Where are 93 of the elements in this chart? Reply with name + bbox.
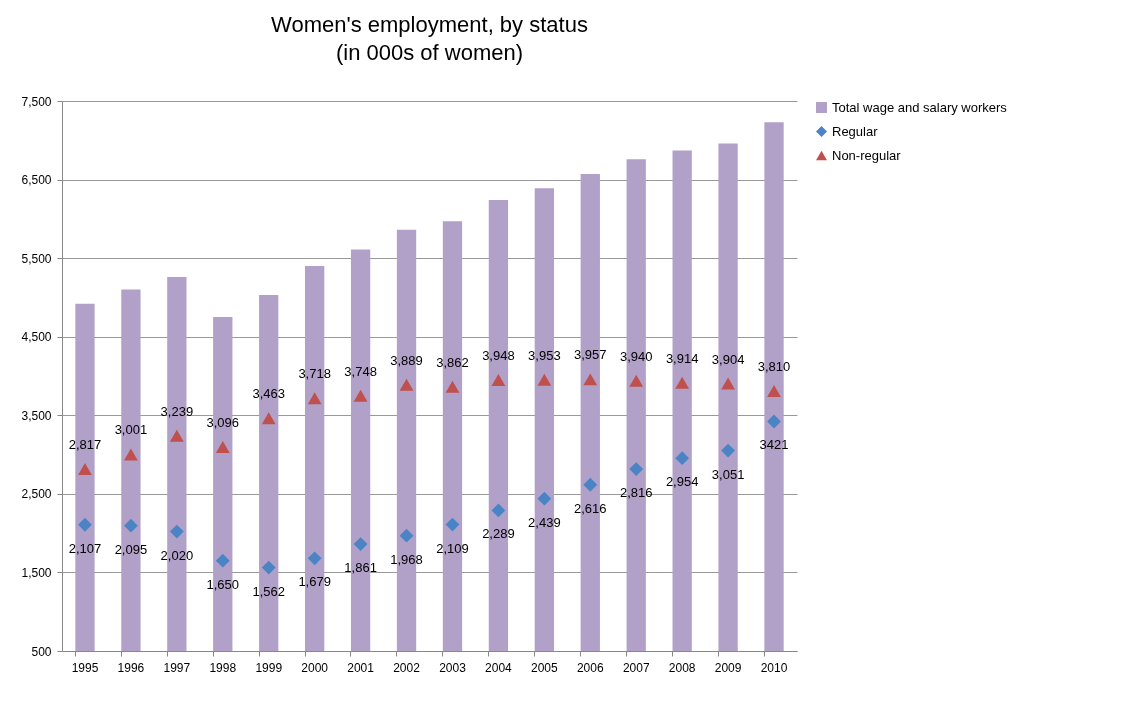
chart-subtitle: (in 000s of women) <box>335 40 524 65</box>
point <box>353 537 368 551</box>
data-label: 2,954 <box>665 474 699 490</box>
point <box>767 414 781 429</box>
point <box>78 462 92 475</box>
y-tick-label: 1,500 <box>21 565 52 580</box>
point <box>767 384 781 397</box>
data-label: 3,940 <box>619 348 653 364</box>
data-label: 3,810 <box>757 358 791 374</box>
y-tick-label: 6,500 <box>21 173 52 188</box>
point <box>491 503 506 518</box>
chart-title: Women's employment, by status <box>271 12 588 37</box>
data-label: 1,562 <box>252 583 285 599</box>
data-label: 3,889 <box>390 352 423 368</box>
data-label: 3,948 <box>482 348 515 364</box>
point <box>78 517 92 532</box>
point <box>124 518 138 533</box>
point <box>491 374 506 387</box>
point <box>675 451 690 466</box>
point <box>629 374 644 387</box>
x-tick-label: 2009 <box>714 660 742 675</box>
x-tick-label: 1999 <box>255 660 283 675</box>
point <box>307 551 322 566</box>
point <box>675 376 690 389</box>
point <box>124 448 138 461</box>
legend-label: Non-regular <box>832 147 902 163</box>
y-tick-label: 500 <box>31 644 52 659</box>
point <box>353 389 368 402</box>
data-label: 2,289 <box>482 526 515 542</box>
point <box>215 441 230 453</box>
point <box>399 528 414 543</box>
data-label: 3,953 <box>528 347 561 363</box>
point <box>537 373 552 386</box>
y-tick-label: 2,500 <box>21 487 52 502</box>
y-tick-label: 5,500 <box>21 251 52 266</box>
data-label: 3,957 <box>574 347 607 363</box>
point <box>537 491 552 506</box>
data-label: 2,616 <box>574 500 607 516</box>
x-tick-label: 1997 <box>163 660 191 675</box>
x-tick-label: 2002 <box>393 660 421 675</box>
x-tick-label: 2001 <box>347 660 375 675</box>
point <box>399 378 414 391</box>
point <box>215 553 230 568</box>
data-label: 3,914 <box>665 350 699 366</box>
data-label: 3,051 <box>711 466 745 482</box>
point <box>583 373 598 386</box>
x-tick-label: 2000 <box>301 660 329 675</box>
point <box>261 560 276 575</box>
x-tick-label: 1996 <box>117 660 145 675</box>
point <box>721 443 735 458</box>
y-tick-label: 3,500 <box>21 408 52 423</box>
x-tick-label: 2007 <box>622 660 650 675</box>
data-label: 2,095 <box>114 541 148 557</box>
x-tick-label: 2010 <box>760 660 788 675</box>
data-label: 3,001 <box>114 422 148 438</box>
x-tick-label: 2004 <box>485 660 513 675</box>
data-label: 2,109 <box>436 540 469 556</box>
data-label: 1,679 <box>298 574 331 590</box>
point <box>169 429 184 442</box>
data-label: 3,463 <box>252 386 285 402</box>
data-label: 1,650 <box>206 576 240 592</box>
data-label: 3,862 <box>436 354 469 370</box>
point <box>445 517 460 532</box>
point <box>169 524 184 539</box>
legend-label: Regular <box>832 123 879 139</box>
data-label: 3,239 <box>160 403 194 419</box>
data-label: 2,816 <box>619 485 653 501</box>
data-label: 3421 <box>759 437 789 453</box>
data-label: 3,718 <box>298 366 331 382</box>
data-label: 1,968 <box>390 551 423 567</box>
point <box>261 412 276 425</box>
data-label: 2,020 <box>160 547 194 563</box>
point <box>629 462 644 476</box>
y-tick-label: 7,500 <box>21 94 52 109</box>
x-tick-label: 2006 <box>576 660 604 675</box>
point <box>721 377 735 390</box>
data-label: 3,904 <box>711 351 745 367</box>
y-tick-label: 4,500 <box>21 330 52 345</box>
x-tick-label: 2008 <box>668 660 696 675</box>
data-label: 2,107 <box>68 540 102 556</box>
x-tick-label: 2005 <box>530 660 559 675</box>
data-label: 3,096 <box>206 415 240 431</box>
data-label: 3,748 <box>344 363 377 379</box>
point <box>583 477 598 492</box>
data-label: 2,817 <box>68 436 102 452</box>
legend-label: Total wage and salary workers <box>832 99 1008 115</box>
x-tick-label: 1998 <box>209 660 237 675</box>
x-tick-label: 1995 <box>71 660 99 675</box>
point <box>445 380 460 393</box>
data-label: 1,861 <box>344 560 377 576</box>
x-tick-label: 2003 <box>439 660 467 675</box>
data-label: 2,439 <box>528 514 561 530</box>
point <box>307 392 322 405</box>
